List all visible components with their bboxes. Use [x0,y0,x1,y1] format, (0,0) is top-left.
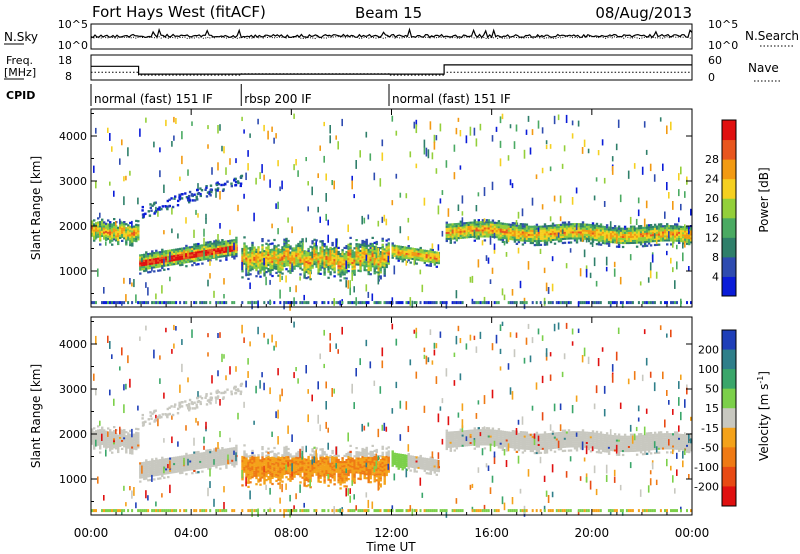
velocity-colorbar: 200 100 50 15 -15 -50 -100 -200 [694,329,737,507]
frequency-label: Freq. [6,54,33,67]
velocity-colorbar-label-sup: -1 [756,376,765,384]
x-tick-label: 12:00 [374,526,409,540]
colorbar-swatch [722,408,736,429]
colorbar-swatch [722,276,736,297]
noise-search-series [91,35,693,40]
y-tick-label: 1000 [59,473,87,486]
x-tick-label: 20:00 [575,526,610,540]
colorbar-swatch [722,139,736,160]
colorbar-frame [721,119,737,297]
colorbar-swatch [722,388,736,409]
power-colorbar: 4 8 12 16 20 24 28 [705,119,737,297]
time-axis: 00:00 04:00 08:00 12:00 16:00 20:00 00:00 [74,109,710,540]
colorbar-swatch [722,217,736,238]
frequency-tick-bottom: 8 [65,70,72,83]
frequency-panel-frame [90,54,693,81]
colorbar-tick-label: 100 [698,363,719,376]
noise-panel: N.Sky 10^5 10^0 10^5 10^0 N.Search [4,18,799,52]
colorbar-tick-label: 8 [712,251,719,264]
colorbar-tick-label: 15 [705,402,719,415]
colorbar-swatch [722,447,736,468]
colorbar-swatch [722,256,736,277]
velocity-colorbar-label: Velocity [m s-1] [756,371,771,461]
frequency-tick-top: 18 [58,54,72,67]
power-ylabel: Slant Range [km] [29,156,43,260]
x-tick-label: 04:00 [174,526,209,540]
x-tick-label: 08:00 [274,526,309,540]
colorbar-tick-label: -15 [701,422,719,435]
nave-series [91,71,692,76]
frequency-series [91,64,692,75]
colorbar-tick-label: 12 [705,231,719,244]
noise-left-tick-bottom: 10^0 [58,39,88,52]
colorbar-tick-label: 28 [705,153,719,166]
x-tick-label: 00:00 [74,526,109,540]
y-tick-label: 2000 [59,220,87,233]
time-axis-label: Time UT [365,540,416,554]
colorbar-swatch [722,120,736,141]
cpid-segment-label: normal (fast) 151 IF [392,92,511,106]
velocity-colorbar-label-main: Velocity [m s [757,384,771,461]
power-y-axis: 1000 2000 3000 4000 [59,113,692,294]
nave-label: Nave [748,61,779,75]
y-tick-label: 4000 [59,130,87,143]
colorbar-swatch [722,237,736,258]
colorbar-tick-label: -50 [701,441,719,454]
date-label: 08/Aug/2013 [595,4,692,22]
velocity-panel: 1000 2000 3000 4000 Slant Range [km] 200 100… [29,109,771,554]
power-heatmap [91,113,693,311]
colorbar-swatch [722,330,736,351]
cpid-panel: CPID normal (fast) 151 IF rbsp 200 IF norm… [6,84,511,106]
velocity-panel-frame [90,316,693,516]
x-tick-label: 00:00 [675,526,710,540]
frequency-unit: [MHz] [4,66,36,79]
y-tick-label: 3000 [59,383,87,396]
colorbar-tick-label: 50 [705,383,719,396]
colorbar-tick-label: -200 [694,480,719,493]
colorbar-swatch [722,159,736,180]
noise-right-label: N.Search [745,29,799,43]
noise-right-tick-bottom: 10^0 [708,39,738,52]
colorbar-tick-label: 200 [698,344,719,357]
colorbar-swatch [722,427,736,448]
colorbar-tick-label: 4 [712,270,719,283]
frequency-panel: Freq. [MHz] 18 8 60 0 Nave [4,54,780,84]
nave-tick-bottom: 0 [708,71,715,84]
y-tick-label: 3000 [59,175,87,188]
noise-left-tick-top: 10^5 [58,18,88,31]
velocity-y-axis: 1000 2000 3000 4000 [59,321,692,502]
y-tick-label: 2000 [59,428,87,441]
velocity-ylabel: Slant Range [km] [29,364,43,468]
cpid-label: CPID [6,89,35,102]
noise-sky-series [90,27,693,39]
nave-tick-top: 60 [708,54,722,67]
x-tick-label: 16:00 [474,526,509,540]
colorbar-tick-label: -100 [694,461,719,474]
noise-left-label: N.Sky [4,30,38,44]
velocity-colorbar-label-end: ] [757,371,771,376]
colorbar-swatch [722,198,736,219]
power-panel: 1000 2000 3000 4000 Slant Range [km] 4 8 12 16… [29,108,771,311]
colorbar-swatch [722,466,736,487]
colorbar-frame [721,329,737,507]
cpid-segment-label: rbsp 200 IF [244,92,311,106]
beam-label: Beam 15 [355,4,422,22]
colorbar-swatch [722,349,736,370]
colorbar-tick-label: 16 [705,212,719,225]
noise-panel-frame [90,23,693,50]
colorbar-tick-label: 24 [705,173,719,186]
colorbar-swatch [722,486,736,507]
velocity-heatmap [91,321,693,518]
colorbar-tick-label: 20 [705,192,719,205]
colorbar-swatch [722,369,736,390]
y-tick-label: 4000 [59,338,87,351]
cpid-segment-label: normal (fast) 151 IF [94,92,213,106]
noise-right-tick-top: 10^5 [708,18,738,31]
power-colorbar-label: Power [dB] [757,167,771,232]
radar-title: Fort Hays West (fitACF) [92,3,266,21]
y-tick-label: 1000 [59,265,87,278]
colorbar-swatch [722,178,736,199]
